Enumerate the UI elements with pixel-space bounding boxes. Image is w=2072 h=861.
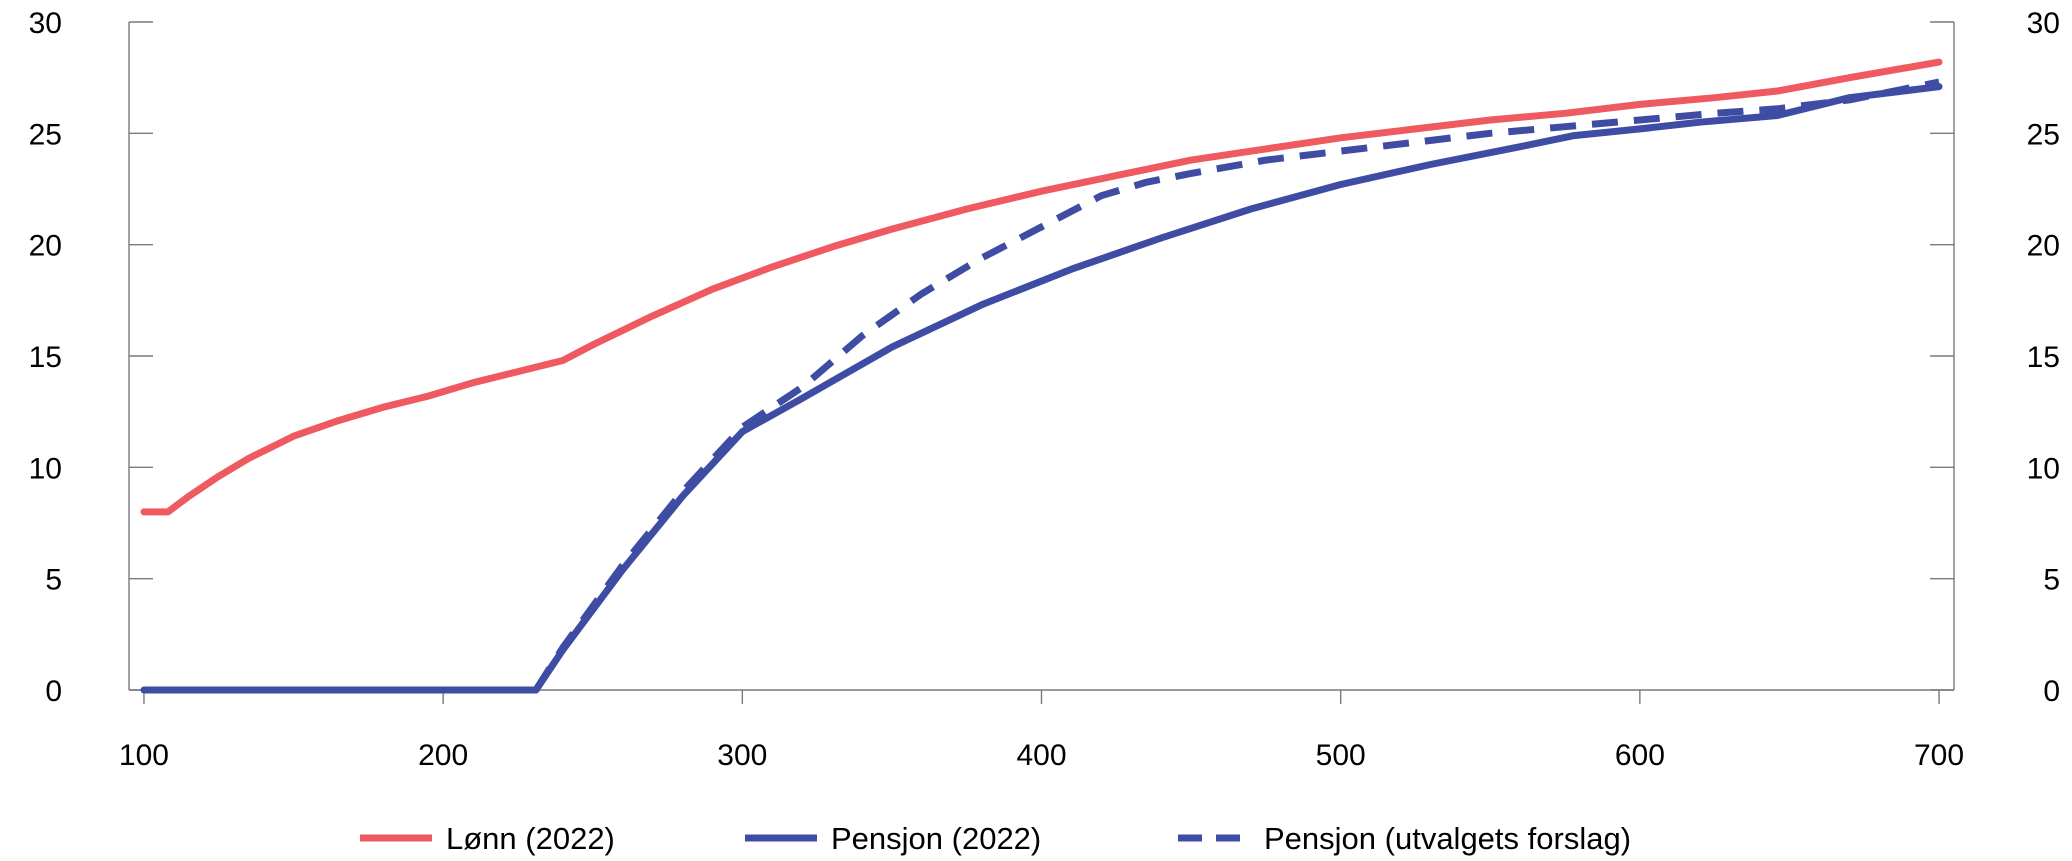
- y-tick-label-left: 5: [45, 564, 62, 597]
- legend-label: Pensjon (2022): [831, 821, 1041, 856]
- legend-item-1: Lønn (2022): [360, 821, 615, 856]
- y-tick-label-left: 30: [29, 7, 62, 40]
- y-tick-label-right: 0: [2043, 675, 2060, 708]
- axes: 0 0 5 5 10 10 15 15 20 20 25 25 30 30 100 200 300 400 500 6…: [29, 7, 2060, 772]
- x-tick-label: 200: [418, 739, 468, 772]
- series-line-2: [140, 83, 1943, 694]
- y-tick-label-right: 20: [2027, 230, 2060, 263]
- series-lines: [140, 58, 1943, 694]
- y-tick-label-right: 15: [2027, 341, 2060, 374]
- y-tick-label-right: 10: [2027, 452, 2060, 485]
- series-line-1: [140, 58, 1943, 516]
- y-tick-label-left: 15: [29, 341, 62, 374]
- legend-item-2: Pensjon (2022): [745, 821, 1041, 856]
- y-tick-label-right: 30: [2027, 7, 2060, 40]
- y-tick-label-left: 10: [29, 452, 62, 485]
- y-tick-label-right: 5: [2043, 564, 2060, 597]
- x-tick-label: 300: [717, 739, 767, 772]
- legend-item-3: Pensjon (utvalgets forslag): [1178, 821, 1631, 856]
- y-tick-label-left: 0: [45, 675, 62, 708]
- y-tick-label-right: 25: [2027, 118, 2060, 151]
- x-tick-label: 700: [1914, 739, 1964, 772]
- legend-label: Pensjon (utvalgets forslag): [1264, 821, 1631, 856]
- x-tick-label: 400: [1016, 739, 1066, 772]
- x-tick-label: 100: [119, 739, 169, 772]
- legend: Lønn (2022) Pensjon (2022) Pensjon (utvalg…: [360, 821, 1631, 856]
- series-line-3: [532, 78, 1940, 692]
- y-tick-label-left: 25: [29, 118, 62, 151]
- x-tick-label: 600: [1615, 739, 1665, 772]
- legend-label: Lønn (2022): [446, 821, 615, 856]
- y-tick-label-left: 20: [29, 230, 62, 263]
- x-tick-label: 500: [1316, 739, 1366, 772]
